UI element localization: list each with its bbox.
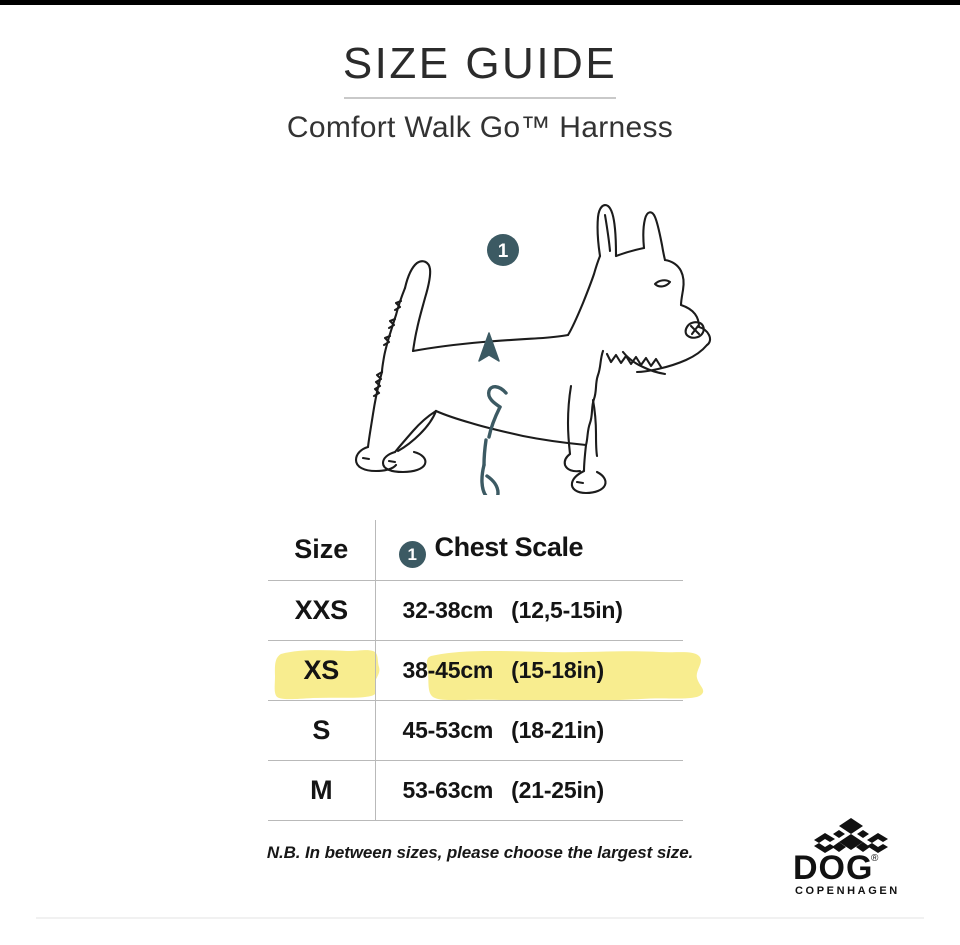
imperial-value-xxs: (12,5-15in) — [511, 596, 623, 623]
page-title: SIZE GUIDE — [342, 39, 618, 88]
metric-value-m: 53-63cm — [402, 776, 494, 803]
chest-badge-icon: 1 — [398, 540, 426, 568]
row-chest-s: 45-53cm (18-21in) — [374, 699, 683, 761]
dog-copenhagen-diamond-mark — [814, 818, 888, 853]
logo-tagline: COPENHAGEN — [795, 885, 900, 897]
imperial-value-s: (18-21in) — [511, 716, 604, 743]
row-size-xs: XS — [268, 639, 376, 701]
metric-value-s: 45-53cm — [402, 716, 494, 743]
size-table-container: Size 1 Chest Scale XXS 32-38cm (12,5-15in)… — [268, 520, 683, 821]
svg-text:1: 1 — [498, 241, 509, 262]
dog-illustration: 1 — [255, 155, 715, 495]
row-chest-xxs: 32-38cm (12,5-15in) — [374, 579, 683, 641]
footer-note: N.B. In between sizes, please choose the… — [266, 843, 694, 862]
column-header-size: Size — [268, 520, 376, 581]
table-row: M 53-63cm (21-25in) — [268, 759, 683, 821]
brand-logo: DOG ® COPENHAGEN — [783, 811, 923, 901]
size-table: Size 1 Chest Scale XXS 32-38cm (12,5-15in)… — [268, 520, 683, 821]
table-row: XXS 32-38cm (12,5-15in) — [268, 579, 683, 641]
row-size-s: S — [268, 699, 376, 761]
logo-trademark-icon: ® — [871, 853, 879, 864]
page-subtitle: Comfort Walk Go™ Harness — [286, 110, 674, 144]
table-row: XS 38-45cm (15-18in) — [268, 639, 683, 701]
table-row: S 45-53cm (18-21in) — [268, 699, 683, 761]
bottom-divider — [36, 917, 924, 919]
column-header-chest-label: Chest Scale — [434, 531, 584, 562]
row-chest-xs: 38-45cm (15-18in) — [374, 639, 683, 701]
chest-marker-badge — [487, 234, 519, 266]
metric-value-xxs: 32-38cm — [402, 596, 494, 623]
row-size-xxs: XXS — [268, 579, 376, 641]
header: SIZE GUIDE Comfort Walk Go™ Harness — [0, 5, 960, 145]
column-header-chest: 1 Chest Scale — [374, 520, 683, 581]
imperial-value-m: (21-25in) — [511, 776, 604, 803]
measurement-arrow — [478, 332, 500, 362]
top-black-bar — [0, 0, 960, 5]
metric-value-xs: 38-45cm — [402, 656, 494, 683]
row-size-m: M — [268, 759, 376, 821]
row-chest-m: 53-63cm (21-25in) — [374, 759, 683, 821]
imperial-value-xs: (15-18in) — [511, 656, 604, 683]
size-guide-page: SIZE GUIDE Comfort Walk Go™ Harness — [0, 5, 960, 945]
logo-wordmark: DOG — [793, 849, 873, 887]
title-divider — [344, 97, 616, 99]
table-header-row: Size 1 Chest Scale — [268, 520, 683, 581]
